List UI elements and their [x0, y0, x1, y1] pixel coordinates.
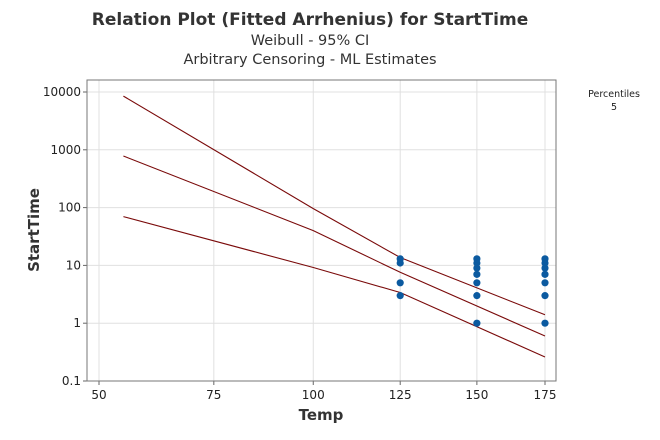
data-point — [541, 264, 549, 272]
x-axis-label: Temp — [299, 406, 344, 424]
y-tick-label: 0.1 — [62, 374, 81, 388]
y-tick-label: 100 — [58, 201, 81, 215]
x-tick-label: 150 — [465, 388, 488, 402]
y-axis-label: StartTime — [25, 188, 43, 272]
x-tick-label: 100 — [302, 388, 325, 402]
line-lower-ci — [123, 216, 546, 358]
chart-subtitle-1: Weibull - 95% CI — [250, 33, 370, 49]
data-point — [396, 292, 404, 300]
legend-title: Percentiles — [588, 89, 640, 100]
data-point — [473, 270, 481, 278]
data-point — [396, 255, 404, 263]
line-upper-ci — [123, 95, 546, 316]
data-point — [541, 279, 549, 287]
data-point — [473, 292, 481, 300]
legend: Percentiles 5 — [576, 88, 652, 114]
y-tick-label: 1000 — [50, 143, 81, 157]
x-tick-label: 125 — [389, 388, 412, 402]
y-tick-label: 10000 — [43, 85, 81, 99]
data-point — [541, 292, 549, 300]
data-point — [541, 255, 549, 263]
data-point — [541, 319, 549, 327]
y-tick-label: 10 — [66, 258, 81, 272]
data-point — [396, 279, 404, 287]
plot-frame — [86, 79, 557, 382]
data-point — [541, 270, 549, 278]
data-point — [473, 264, 481, 272]
x-tick-label: 75 — [206, 388, 221, 402]
chart-title: Relation Plot (Fitted Arrhenius) for Sta… — [91, 10, 529, 30]
y-tick-label: 1 — [73, 316, 81, 330]
data-point — [473, 279, 481, 287]
legend-entry: 5 — [610, 102, 618, 113]
line-fit — [123, 155, 546, 337]
data-point — [473, 255, 481, 263]
x-tick-label: 175 — [534, 388, 557, 402]
x-tick-label: 50 — [91, 388, 106, 402]
data-point — [473, 319, 481, 327]
chart-subtitle-2: Arbitrary Censoring - ML Estimates — [183, 52, 437, 68]
